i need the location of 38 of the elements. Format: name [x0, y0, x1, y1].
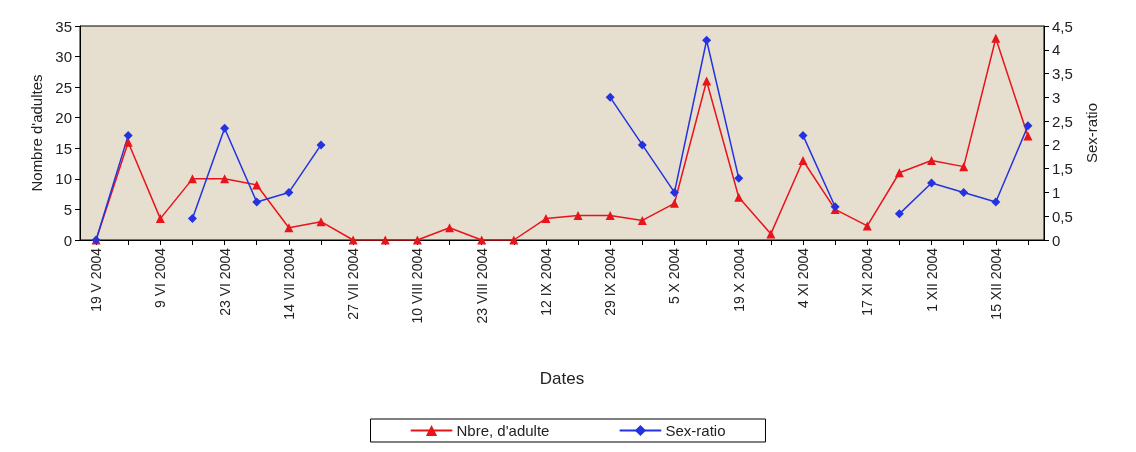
- y2-tick-label: 0: [1052, 231, 1061, 249]
- y-tick-label: 10: [55, 170, 72, 188]
- x-tick-label: 14 VII 2004: [280, 247, 297, 320]
- y2-axis-title: Sex-ratio: [1083, 102, 1100, 164]
- y2-tick-label: 1: [1052, 183, 1061, 201]
- y2-tick-label: 4,5: [1052, 17, 1073, 35]
- y2-tick-label: 4: [1052, 41, 1061, 59]
- x-tick-label: 23 VI 2004: [216, 247, 233, 316]
- y2-tick-label: 3: [1052, 88, 1061, 106]
- y-tick-label: 35: [55, 17, 72, 35]
- x-tick-label: 4 XI 2004: [795, 247, 811, 308]
- y2-tick-label: 1,5: [1052, 160, 1073, 178]
- y2-tick-label: 0,5: [1052, 207, 1073, 225]
- legend-label: Nbre, d'adulte: [456, 422, 550, 439]
- x-tick-label: 19 X 2004: [730, 247, 747, 312]
- x-tick-label: 19 V 2004: [88, 247, 105, 312]
- y-tick-label: 0: [63, 231, 72, 249]
- y-tick-label: 15: [55, 139, 72, 157]
- x-tick-label: 27 VII 2004: [345, 247, 362, 320]
- x-tick-label: 17 XI 2004: [859, 247, 876, 316]
- x-tick-label: 1 XII 2004: [923, 247, 940, 312]
- y-tick-label: 20: [55, 109, 72, 127]
- y-tick-label: 5: [63, 200, 72, 218]
- y-tick-label: 25: [55, 78, 72, 96]
- x-tick-label: 15 XII 2004: [987, 247, 1004, 320]
- x-tick-label: 10 VIII 2004: [409, 247, 426, 324]
- x-tick-label: 5 X 2004: [666, 247, 683, 305]
- x-tick-label: 29 IX 2004: [602, 247, 619, 316]
- y2-tick-label: 2,5: [1052, 112, 1073, 130]
- x-tick-label: 9 VI 2004: [152, 247, 169, 308]
- y-axis-title: Nombre d'adultes: [28, 74, 45, 192]
- y2-tick-label: 2: [1052, 136, 1061, 154]
- y-tick-label: 30: [55, 48, 72, 66]
- y2-tick-label: 3,5: [1052, 65, 1073, 83]
- legend-label: Sex-ratio: [665, 422, 726, 439]
- x-tick-label: 12 IX 2004: [537, 247, 554, 316]
- x-axis-title: Dates: [539, 369, 585, 388]
- x-tick-label: 23 VIII 2004: [473, 247, 490, 324]
